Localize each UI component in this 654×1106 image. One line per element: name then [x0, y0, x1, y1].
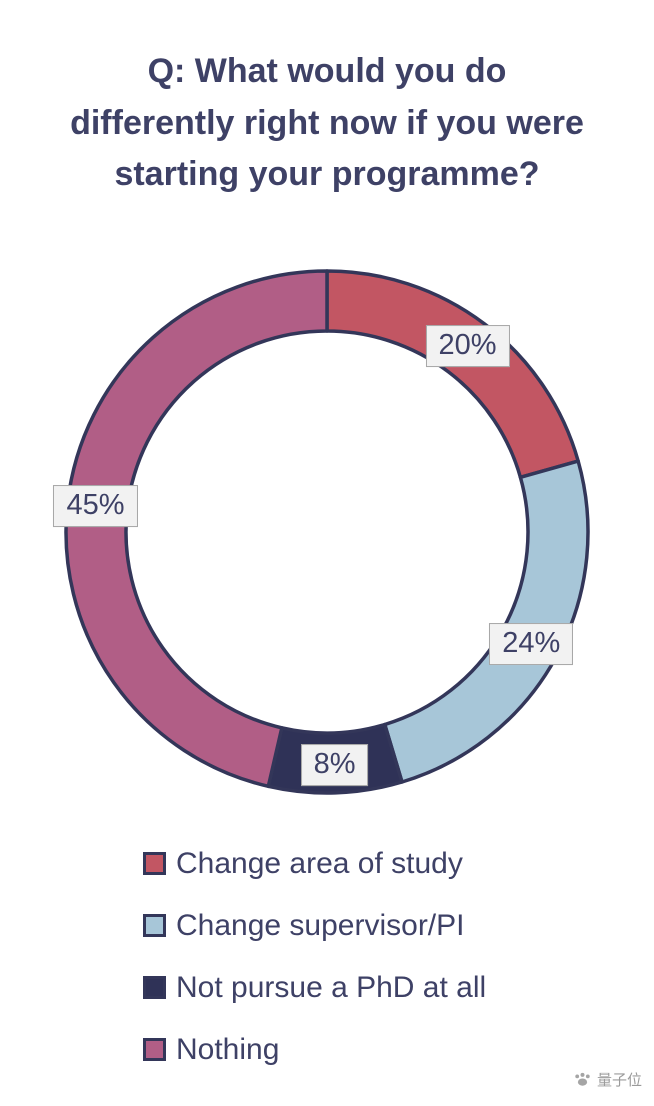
legend-label-3: Nothing [176, 1032, 280, 1066]
donut-slice-0 [325, 269, 580, 480]
slice-label-1: 24% [489, 623, 574, 666]
slice-label-0: 20% [425, 325, 510, 368]
legend-label-1: Change supervisor/PI [176, 908, 465, 942]
legend-label-2: Not pursue a PhD at all [176, 970, 487, 1004]
slice-label-3: 45% [53, 484, 138, 527]
legend-item-1: Change supervisor/PI [143, 908, 486, 943]
legend-swatch-1 [143, 914, 166, 937]
legend-item-3: Nothing [143, 1032, 486, 1067]
watermark: 量子位 [573, 1069, 642, 1090]
legend-item-0: Change area of study [143, 846, 486, 881]
donut-slice-1 [383, 459, 590, 784]
legend-swatch-3 [143, 1038, 166, 1061]
legend-item-2: Not pursue a PhD at all [143, 970, 486, 1005]
legend-swatch-0 [143, 852, 166, 875]
qbitai-logo-icon [575, 1072, 590, 1086]
watermark-text: 量子位 [596, 1072, 642, 1089]
legend: Change area of study Change supervisor/PI… [143, 846, 486, 1094]
donut-slice-3 [64, 269, 329, 789]
chart-title: Q: What would you do differently right n… [70, 52, 584, 194]
legend-swatch-2 [143, 976, 166, 999]
slice-label-2: 8% [300, 743, 369, 786]
legend-label-0: Change area of study [176, 846, 463, 880]
